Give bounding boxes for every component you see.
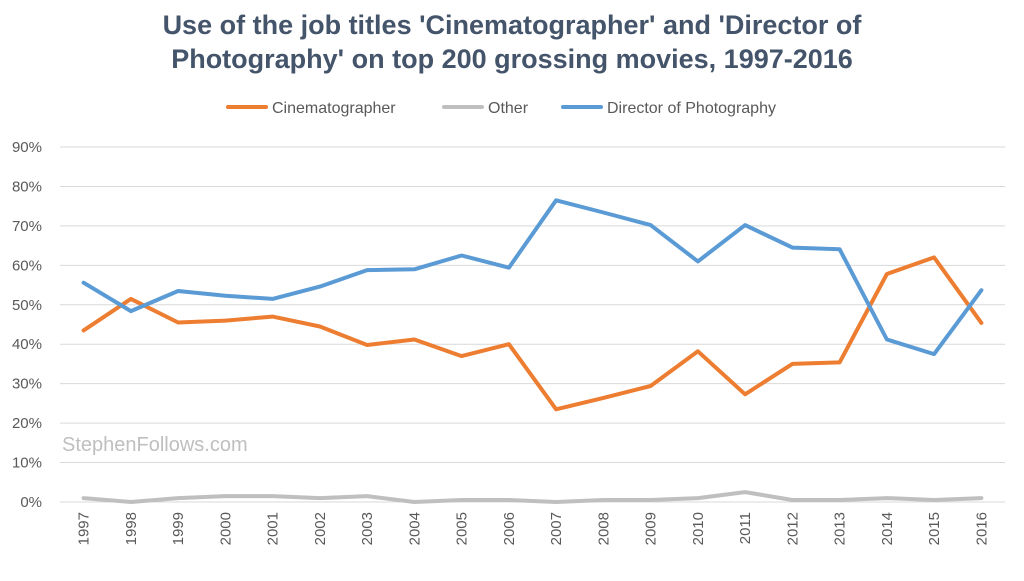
series-line-other (81, 490, 984, 504)
x-tick-label: 2002 (312, 512, 329, 545)
x-tick-label: 1998 (123, 512, 140, 545)
x-tick-label: 2009 (643, 512, 660, 545)
x-tick-label: 2012 (784, 512, 801, 545)
y-tick-label: 20% (12, 415, 42, 432)
legend-label-other: Other (488, 100, 529, 117)
x-tick-label: 2013 (832, 512, 849, 545)
x-tick-label: 2011 (737, 512, 754, 544)
x-tick-label: 2004 (406, 512, 423, 545)
x-tick-label: 2015 (926, 512, 943, 545)
chart-title-line-2: Photography' on top 200 grossing movies,… (171, 44, 853, 74)
series-line-cinematographer (81, 255, 984, 412)
legend-label-cinematographer: Cinematographer (272, 100, 396, 117)
series-lines (81, 198, 984, 504)
x-tick-label: 2016 (973, 512, 990, 545)
x-tick-label: 2014 (879, 512, 896, 545)
y-tick-label: 30% (12, 376, 42, 393)
x-tick-label: 2001 (265, 512, 282, 545)
y-tick-label: 60% (12, 257, 42, 274)
y-tick-label: 50% (12, 297, 42, 314)
y-tick-label: 10% (12, 455, 42, 472)
y-tick-label: 80% (12, 178, 42, 195)
x-tick-label: 1997 (76, 512, 93, 545)
x-tick-label: 2000 (217, 512, 234, 545)
series-line-director-of-photography (81, 198, 984, 357)
y-tick-label: 40% (12, 336, 42, 353)
y-tick-label: 70% (12, 218, 42, 235)
watermark: StephenFollows.com (62, 434, 248, 456)
x-tick-label: 2006 (501, 512, 518, 545)
x-tick-label: 2008 (595, 512, 612, 545)
y-tick-label: 0% (20, 494, 42, 511)
x-axis: 1997 1998 1999 2000 2001 2002 2003 2004 2005 2006… (76, 512, 991, 545)
y-tick-label: 90% (12, 139, 42, 156)
x-tick-label: 2010 (690, 512, 707, 545)
y-axis: 0% 10% 20% 30% 40% 50% 60% 70% 80% 90% (12, 139, 42, 511)
x-tick-label: 2003 (359, 512, 376, 545)
x-tick-label: 2005 (454, 512, 471, 545)
x-tick-label: 2007 (548, 512, 565, 545)
legend-label-director-of-photography: Director of Photography (607, 100, 776, 117)
x-tick-label: 1999 (170, 512, 187, 545)
chart-title-line-1: Use of the job titles 'Cinematographer' … (163, 10, 863, 40)
legend: Cinematographer Other Director of Photogra… (226, 100, 776, 117)
